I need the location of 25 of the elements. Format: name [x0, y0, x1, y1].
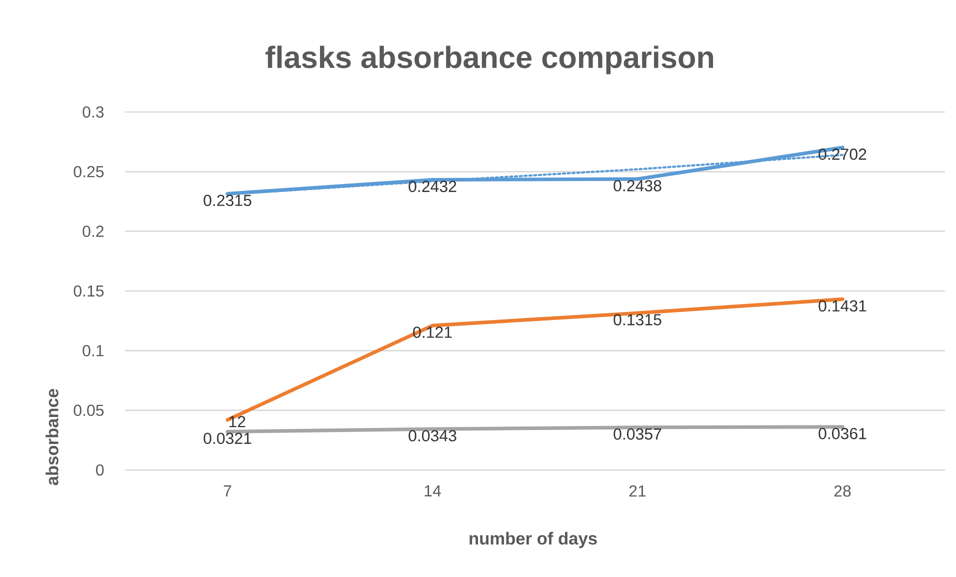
chart-title: flasks absorbance comparison: [266, 46, 714, 74]
data-label: 0.2315: [204, 194, 252, 206]
data-label: 0.1431: [818, 300, 866, 312]
data-label: 0.2432: [408, 180, 456, 192]
x-axis-title: number of days: [470, 532, 597, 548]
data-label: 0.2438: [614, 180, 662, 192]
y-tick-label: 0.25: [74, 166, 104, 178]
x-tick-label: 14: [424, 485, 441, 496]
y-tick-label: 0.15: [74, 285, 104, 297]
data-label: 0.0357: [614, 428, 662, 440]
data-label: 0.0321: [204, 432, 252, 444]
y-tick-label: 0.2: [82, 226, 104, 237]
y-axis-title: absorbance: [46, 388, 58, 486]
data-label: 0.2702: [818, 148, 866, 160]
data-label: 0.0343: [408, 430, 456, 442]
data-label: 0.1315: [614, 314, 662, 326]
y-tick-label: 0.05: [74, 404, 104, 416]
y-tick-label: 0: [96, 464, 104, 476]
y-tick-label: 0.1: [82, 344, 104, 356]
x-tick-label: 28: [834, 485, 851, 497]
x-tick-label: 21: [629, 485, 646, 497]
y-tick-label: 0.3: [82, 106, 104, 118]
x-tick-label: 7: [224, 485, 232, 496]
data-label: 0.0361: [818, 428, 866, 440]
annotation: 12: [229, 416, 246, 428]
